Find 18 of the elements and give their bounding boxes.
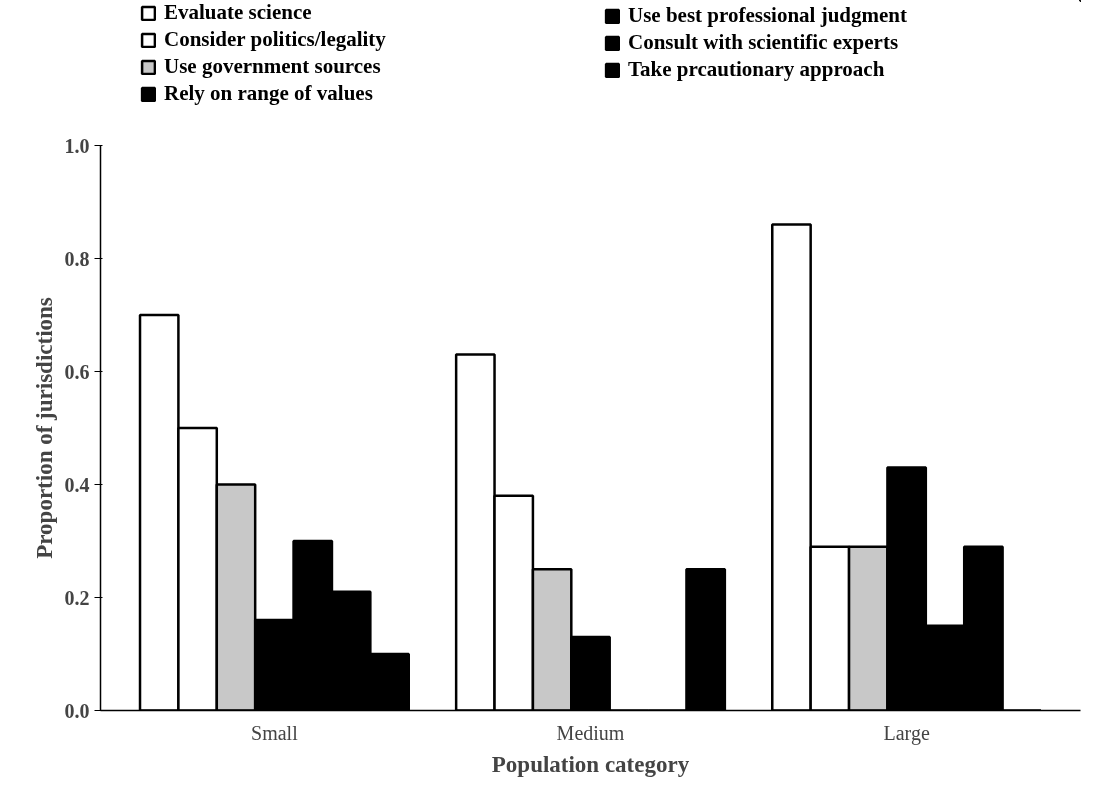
x-tick-label: Small (251, 721, 299, 744)
y-tick-label: 0.2 (64, 586, 90, 609)
y-axis-title: Proportion of jurisdictions (31, 297, 57, 559)
x-axis-title: Population category (491, 751, 690, 777)
legend-label: Take prcautionary approach (628, 57, 885, 82)
legend-label: Evaluate science (164, 0, 312, 25)
x-tick-label: Large (883, 721, 930, 745)
y-tick-label: 0.0 (64, 699, 90, 722)
y-tick-label: 0.8 (64, 247, 90, 270)
legend-label: Use best professional judgment (628, 3, 908, 28)
y-tick-label: 0.6 (64, 360, 90, 383)
legend-label: Consider politics/legality (164, 27, 386, 52)
y-tick-label: 1.0 (64, 134, 90, 157)
y-tick-label: 0.4 (64, 473, 90, 496)
legend-label: Use government sources (164, 54, 381, 79)
x-tick-label: Medium (556, 721, 625, 744)
legend-label: Consult with scientific experts (628, 30, 899, 55)
legend-label: Rely on range of values (164, 81, 373, 106)
